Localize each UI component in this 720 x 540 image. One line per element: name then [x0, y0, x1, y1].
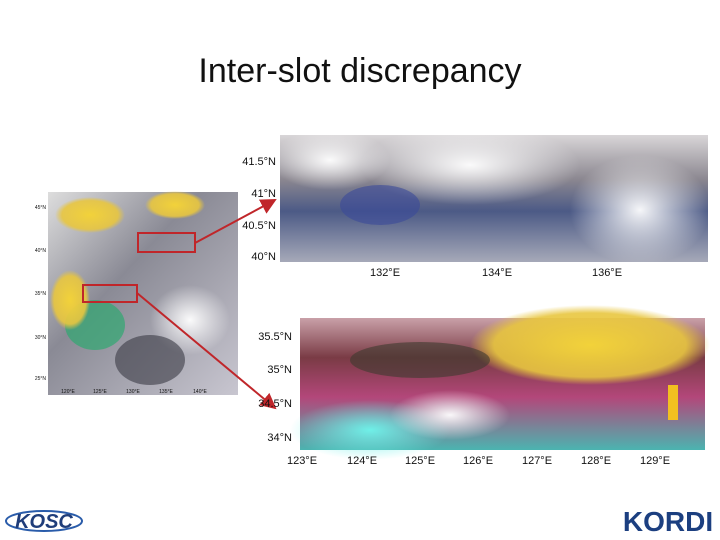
axis-label: 124°E	[347, 455, 377, 467]
axis-label: 35.5°N	[258, 331, 292, 343]
axis-label: 40.5°N	[242, 220, 276, 232]
axis-label: 130°E	[126, 389, 140, 395]
axis-label: 125°E	[405, 455, 435, 467]
axis-label: 35°N	[267, 364, 292, 376]
axis-label: 34.5°N	[258, 398, 292, 410]
axis-label: 140°E	[193, 389, 207, 395]
axis-label: 126°E	[463, 455, 493, 467]
axis-label: 125°E	[93, 389, 107, 395]
slide-title: Inter-slot discrepancy	[198, 52, 521, 90]
axis-label: 135°E	[159, 389, 173, 395]
axis-label: 123°E	[287, 455, 317, 467]
axis-label: 35°N	[35, 291, 47, 297]
axis-label: 134°E	[482, 267, 512, 279]
left-map	[48, 191, 238, 395]
logo-kordi: KORDI	[623, 506, 713, 537]
axis-label: 136°E	[592, 267, 622, 279]
axis-label: 30°N	[35, 335, 47, 341]
logo-kosc: KOSC	[5, 510, 83, 533]
axis-label: 132°E	[370, 267, 400, 279]
axis-label: 127°E	[522, 455, 552, 467]
axis-label: 129°E	[640, 455, 670, 467]
axis-label: 41.5°N	[242, 156, 276, 168]
bottom-image	[290, 305, 710, 460]
axis-label: 34°N	[267, 432, 292, 444]
axis-label: 25°N	[35, 376, 47, 382]
axis-label: 120°E	[61, 389, 75, 395]
axis-label: 128°E	[581, 455, 611, 467]
axis-label: 45°N	[35, 205, 47, 211]
logo-text: KOSC	[15, 511, 73, 533]
top-image	[270, 125, 710, 265]
axis-label: 40°N	[35, 248, 47, 254]
axis-label: 40°N	[251, 251, 276, 263]
axis-label: 41°N	[251, 188, 276, 200]
